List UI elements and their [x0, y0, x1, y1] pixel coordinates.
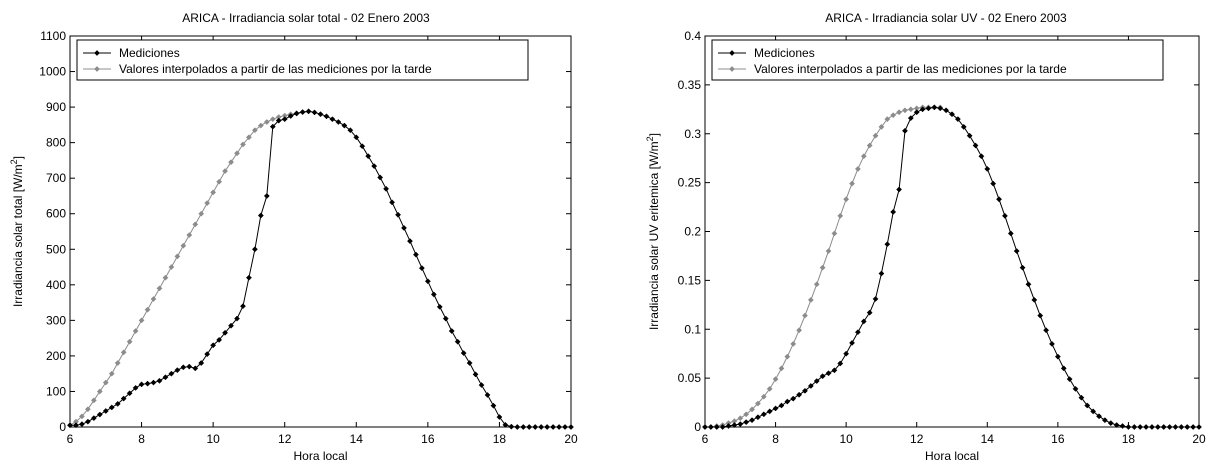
y-tick-label: 800 [46, 136, 66, 150]
y-tick-label: 0.4 [684, 29, 701, 43]
y-tick-label: 400 [46, 278, 66, 292]
x-axis-label: Hora local [925, 449, 979, 463]
y-tick-label: 500 [46, 242, 66, 256]
legend-label: Mediciones [754, 46, 815, 60]
x-tick-label: 6 [702, 432, 709, 446]
y-tick-label: 900 [46, 100, 66, 114]
y-axis-label: Irradiancia solar total [W/m2] [9, 156, 25, 307]
y-tick-label: 0.25 [678, 176, 702, 190]
y-tick-label: 600 [46, 207, 66, 221]
x-tick-label: 12 [910, 432, 924, 446]
plot-area [70, 36, 571, 427]
chart-2: ARICA - Irradiancia solar UV - 02 Enero … [645, 11, 1206, 463]
legend-label: Valores interpolados a partir de las med… [754, 62, 1067, 76]
x-tick-label: 20 [564, 432, 578, 446]
y-tick-label: 0 [59, 420, 66, 434]
x-tick-label: 14 [981, 432, 995, 446]
x-tick-label: 12 [278, 432, 292, 446]
x-tick-label: 16 [421, 432, 435, 446]
chart-title: ARICA - Irradiancia solar total - 02 Ene… [182, 11, 430, 25]
x-tick-label: 8 [772, 432, 779, 446]
x-tick-label: 10 [206, 432, 220, 446]
y-axis-label: Irradiancia solar UV eritemica [W/m2] [645, 133, 661, 330]
y-tick-label: 0.1 [684, 322, 701, 336]
y-tick-label: 0.15 [678, 273, 702, 287]
legend-label: Valores interpolados a partir de las med… [119, 62, 432, 76]
x-tick-label: 14 [350, 432, 364, 446]
y-tick-label: 0.05 [678, 371, 702, 385]
x-tick-label: 10 [839, 432, 853, 446]
y-tick-label: 300 [46, 313, 66, 327]
y-tick-label: 0.2 [684, 225, 701, 239]
y-tick-label: 700 [46, 171, 66, 185]
x-tick-label: 20 [1192, 432, 1206, 446]
chart-title: ARICA - Irradiancia solar UV - 02 Enero … [825, 11, 1067, 25]
x-tick-label: 8 [138, 432, 145, 446]
x-tick-label: 18 [493, 432, 507, 446]
legend-label: Mediciones [119, 46, 180, 60]
y-tick-label: 0 [694, 420, 701, 434]
y-tick-label: 100 [46, 384, 66, 398]
legend: Mediciones Valores interpolados a partir … [77, 40, 528, 80]
x-tick-label: 6 [67, 432, 74, 446]
chart-1: ARICA - Irradiancia solar total - 02 Ene… [9, 11, 578, 463]
y-tick-label: 1000 [39, 65, 66, 79]
x-axis-label: Hora local [293, 449, 347, 463]
y-tick-label: 1100 [40, 29, 66, 43]
x-tick-label: 18 [1122, 432, 1136, 446]
x-tick-label: 16 [1051, 432, 1065, 446]
legend: Mediciones Valores interpolados a partir … [712, 40, 1163, 80]
y-tick-label: 200 [46, 349, 66, 363]
y-tick-label: 0.3 [684, 127, 701, 141]
y-tick-label: 0.35 [678, 78, 702, 92]
